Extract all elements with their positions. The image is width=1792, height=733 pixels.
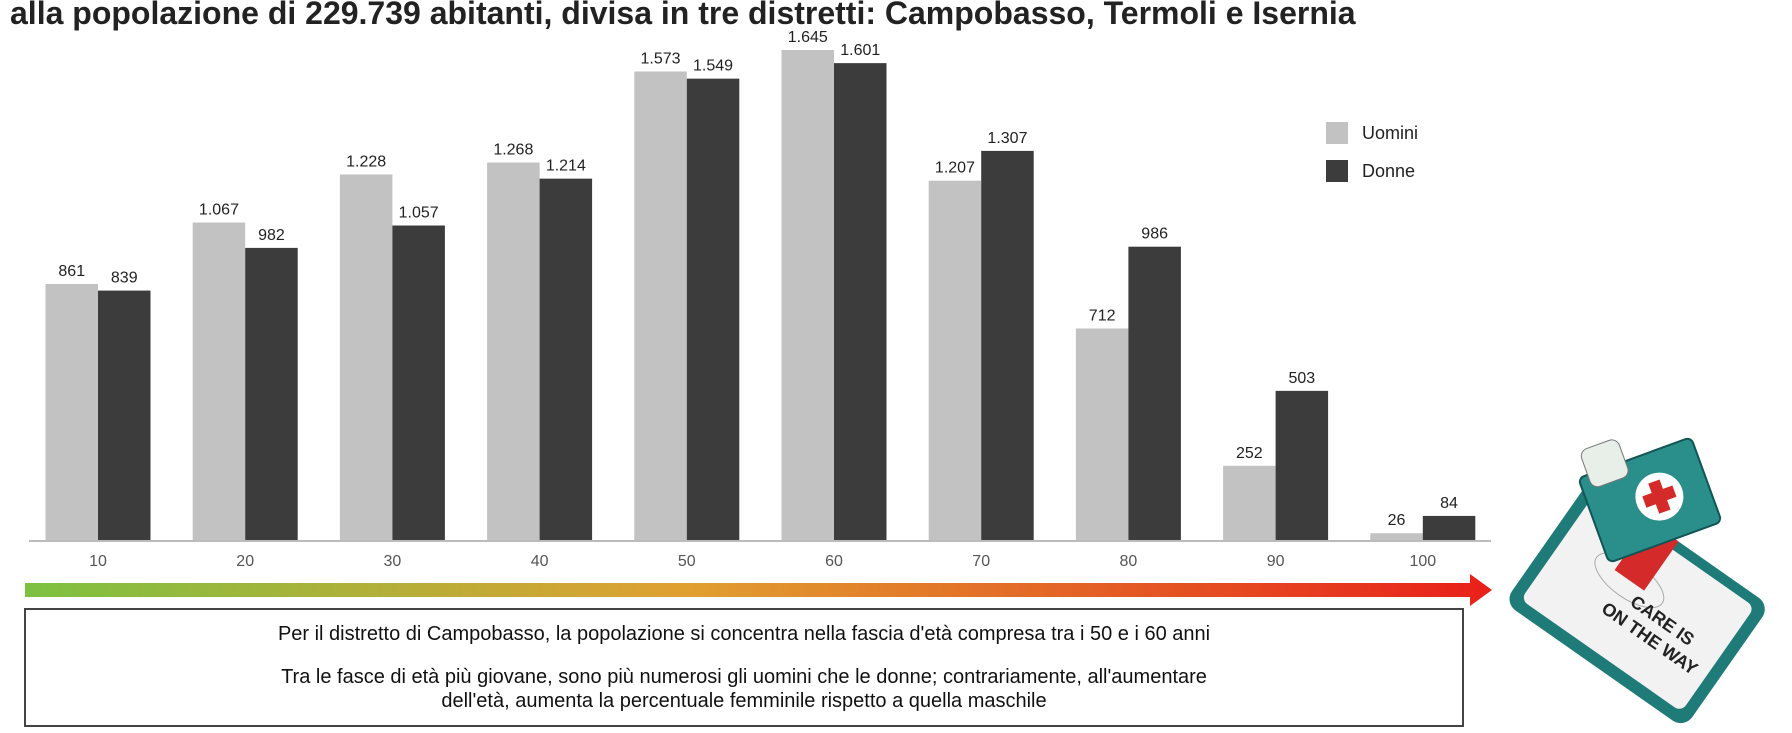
value-label: 1.214 bbox=[546, 158, 586, 175]
note: Tra le fasce di età più giovane, sono pi… bbox=[281, 666, 1207, 688]
bar bbox=[392, 225, 445, 541]
note: dell'età, aumenta la percentuale femmini… bbox=[441, 690, 1046, 712]
note: Per il distretto di Campobasso, la popol… bbox=[278, 623, 1210, 645]
value-label: 839 bbox=[111, 270, 138, 287]
value-label: 1.573 bbox=[641, 50, 681, 67]
value-label: 1.207 bbox=[935, 160, 975, 177]
x-tick-label: 20 bbox=[236, 553, 254, 570]
value-label: 861 bbox=[58, 263, 85, 280]
bar bbox=[1223, 465, 1276, 541]
legend-swatch bbox=[1326, 122, 1348, 144]
bar bbox=[1275, 390, 1329, 541]
x-tick-label: 10 bbox=[89, 553, 107, 570]
value-label: 1.268 bbox=[493, 142, 533, 159]
value-label: 252 bbox=[1236, 445, 1263, 462]
legend-label: Uomini bbox=[1362, 123, 1418, 143]
age-arrow bbox=[25, 574, 1492, 606]
bar bbox=[781, 50, 834, 541]
bar bbox=[45, 284, 98, 541]
x-tick-label: 100 bbox=[1409, 553, 1436, 570]
x-tick-label: 50 bbox=[678, 553, 696, 570]
bar bbox=[981, 150, 1034, 541]
bar bbox=[192, 222, 246, 541]
legend-swatch bbox=[1326, 160, 1348, 182]
value-label: 1.601 bbox=[840, 42, 880, 59]
value-label: 712 bbox=[1089, 307, 1116, 324]
note-box bbox=[24, 608, 1464, 727]
value-label: 1.645 bbox=[788, 29, 828, 46]
value-label: 1.057 bbox=[399, 205, 439, 222]
first-aid-kit bbox=[1578, 437, 1722, 563]
value-label: 1.067 bbox=[199, 202, 239, 219]
value-label: 1.549 bbox=[693, 58, 733, 75]
x-tick-label: 70 bbox=[972, 553, 990, 570]
x-tick-label: 40 bbox=[531, 553, 549, 570]
bar bbox=[834, 63, 887, 542]
value-label: 84 bbox=[1440, 495, 1458, 512]
x-tick-label: 30 bbox=[384, 553, 402, 570]
value-label: 1.307 bbox=[987, 130, 1027, 147]
bar bbox=[487, 162, 540, 542]
bar bbox=[1370, 533, 1423, 541]
x-tick-label: 90 bbox=[1267, 553, 1285, 570]
bar bbox=[539, 178, 593, 541]
bar bbox=[245, 247, 298, 541]
illustration: CARE IS ON THE WAY bbox=[1509, 485, 1765, 724]
bar bbox=[1128, 246, 1181, 541]
value-label: 1.228 bbox=[346, 153, 386, 170]
screen bbox=[1523, 497, 1752, 709]
bar bbox=[339, 174, 393, 542]
bar bbox=[928, 180, 982, 541]
bar bbox=[1422, 515, 1476, 541]
bar bbox=[1075, 328, 1129, 541]
x-tick-label: 80 bbox=[1120, 553, 1138, 570]
value-label: 503 bbox=[1288, 370, 1315, 387]
bar bbox=[634, 71, 687, 542]
value-label: 26 bbox=[1388, 512, 1406, 529]
hand bbox=[1580, 439, 1629, 488]
x-tick-label: 60 bbox=[825, 553, 843, 570]
chart-title: alla popolazione di 229.739 abitanti, di… bbox=[10, 0, 1356, 31]
cross bbox=[1642, 479, 1677, 514]
value-label: 986 bbox=[1141, 226, 1168, 243]
bar bbox=[98, 290, 151, 541]
legend-label: Donne bbox=[1362, 161, 1415, 181]
plot: 10 861 839 20 1.067 982 30 1.228 1.057 40 1.268 1.2… bbox=[45, 29, 1476, 570]
value-label: 982 bbox=[258, 227, 285, 244]
bar bbox=[686, 78, 740, 541]
